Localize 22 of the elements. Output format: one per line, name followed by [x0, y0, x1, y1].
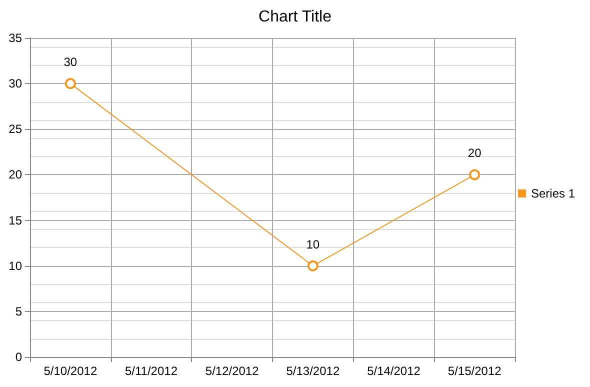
data-label: 10 [306, 237, 320, 252]
point [469, 169, 480, 180]
legend-label: Series 1 [530, 186, 576, 200]
y-tick-label: 5 [15, 304, 22, 318]
x-tick-label: 5/15/2012 [448, 364, 502, 378]
y-tick-label: 20 [8, 168, 22, 182]
x-tick-label: 5/11/2012 [125, 364, 178, 378]
point [307, 260, 318, 272]
x-tick-label: 5/10/2012 [44, 364, 98, 378]
data-label: 20 [468, 146, 482, 160]
y-tick-label: 15 [8, 213, 22, 228]
y-tick-label: 0 [15, 350, 22, 364]
point [64, 78, 76, 90]
y-tick-label: 25 [8, 122, 22, 136]
data-label: 30 [64, 55, 78, 70]
y-tick-label: 35 [8, 31, 22, 45]
x-tick-label: 5/12/2012 [205, 364, 260, 378]
x-tick-label: 5/13/2012 [286, 364, 340, 378]
y-tick-label: 10 [8, 258, 22, 273]
chart-title: Chart Title [258, 8, 332, 26]
x-tick-label: 5/14/2012 [367, 364, 421, 378]
y-tick-label: 30 [8, 76, 22, 91]
